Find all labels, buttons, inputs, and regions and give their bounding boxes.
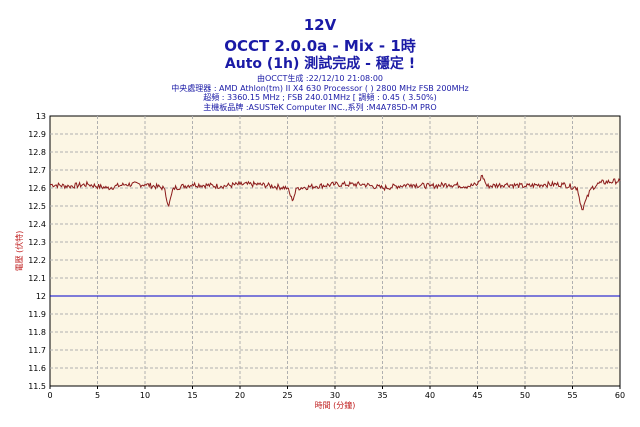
x-axis-label: 時間 (分鐘): [315, 400, 356, 410]
y-tick-label: 11.6: [28, 364, 46, 373]
y-tick-label: 12.5: [28, 202, 46, 211]
y-tick-label: 11.9: [28, 310, 46, 319]
info-clock: 超頻 : 3360.15 MHz ; FSB 240.01MHz [ 調頻 : …: [203, 93, 437, 102]
grid-lines: [50, 116, 620, 386]
system-info: 由OCCT生成 :22/12/10 21:08:00 中央處理器 : AMD A…: [0, 74, 640, 112]
series-line-12v: [49, 174, 621, 211]
x-tick-label: 35: [377, 391, 387, 400]
x-tick-label: 20: [235, 391, 245, 400]
x-tick-label: 10: [140, 391, 150, 400]
y-tick-label: 12.2: [28, 256, 46, 265]
y-tick-label: 12.1: [28, 274, 46, 283]
y-tick-label: 12.4: [28, 220, 46, 229]
x-tick-label: 50: [520, 391, 530, 400]
y-tick-label: 13: [36, 112, 46, 121]
y-tick-label: 12.8: [28, 148, 46, 157]
y-tick-label: 12.6: [28, 184, 46, 193]
y-tick-label: 12: [36, 292, 46, 301]
chart-title-voltage: 12V: [303, 16, 337, 34]
x-tick-label: 30: [330, 391, 340, 400]
chart-title-status: Auto (1h) 測試完成 - 穩定 !: [224, 56, 416, 72]
info-board: 主機板品牌 :ASUSTeK Computer INC.,系列 :M4A785D…: [203, 102, 437, 112]
x-tick-label: 15: [187, 391, 197, 400]
x-tick-label: 0: [47, 391, 52, 400]
y-tick-label: 11.5: [28, 382, 46, 391]
x-tick-label: 60: [615, 391, 625, 400]
info-generated: 由OCCT生成 :22/12/10 21:08:00: [257, 74, 383, 83]
x-tick-label: 40: [425, 391, 435, 400]
y-tick-label: 11.7: [28, 346, 46, 355]
x-tick-label: 25: [282, 391, 292, 400]
info-cpu: 中央處理器 : AMD Athlon(tm) II X4 630 Process…: [171, 83, 469, 93]
y-tick-label: 12.7: [28, 166, 46, 175]
x-tick-label: 45: [472, 391, 482, 400]
y-tick-label: 11.8: [28, 328, 46, 337]
x-axis-ticks: 0 5 10 15 20 25 30 35 40 45 50 55 60: [47, 386, 625, 400]
y-tick-label: 12.3: [28, 238, 46, 247]
y-axis-label: 電壓 (伏特): [14, 231, 24, 272]
chart-title-version: OCCT 2.0.0a - Mix - 1時: [224, 37, 416, 55]
x-tick-label: 5: [95, 391, 100, 400]
y-axis-ticks: 11.5 11.6 11.7 11.8 11.9 12 12.1 12.2 12.3 12.4 12…: [28, 112, 46, 391]
x-tick-label: 55: [567, 391, 577, 400]
y-tick-label: 12.9: [28, 130, 46, 139]
